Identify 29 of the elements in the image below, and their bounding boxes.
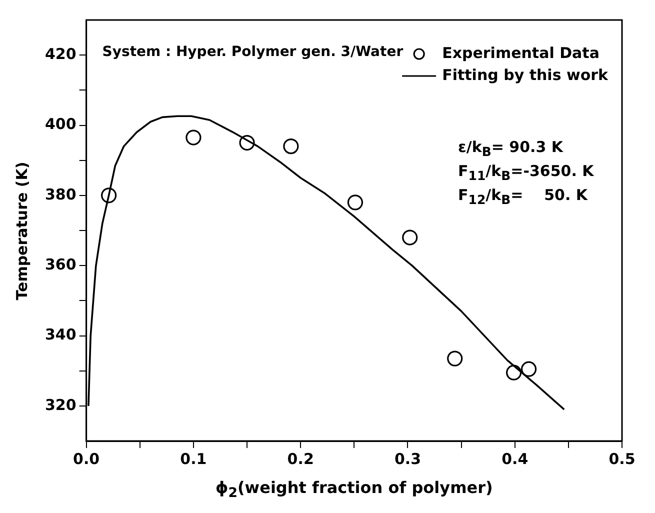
y-tick-label: 380 bbox=[45, 185, 76, 204]
x-tick-label: 0.0 bbox=[73, 450, 100, 468]
annotation: ε/k$_{B}$= 90.3 K bbox=[458, 138, 564, 159]
point bbox=[186, 130, 202, 146]
y-tick-label: 340 bbox=[45, 326, 76, 344]
y-tick-label: 400 bbox=[45, 115, 76, 134]
point bbox=[347, 194, 364, 210]
x-tick-label: 0.4 bbox=[502, 450, 528, 468]
legend-label: Experimental Data bbox=[442, 44, 600, 62]
x-tick-label: 0.2 bbox=[287, 450, 314, 468]
annotation: F$_{11}$/k$_{B}$=-3650. K bbox=[458, 162, 595, 183]
point bbox=[520, 361, 537, 377]
y-tick-label: 360 bbox=[45, 255, 76, 274]
x-axis-title: ϕ$_{2}$(weight fraction of polymer) bbox=[215, 478, 493, 502]
x-tick-label: 0.3 bbox=[394, 450, 422, 468]
annotation: F$_{12}$/k$_{B}$= 50. K bbox=[458, 186, 589, 207]
annotation: System : Hyper. Polymer gen. 3/Water bbox=[102, 44, 404, 60]
point bbox=[239, 134, 255, 151]
point bbox=[283, 138, 299, 154]
x-tick-label: 0.5 bbox=[608, 450, 636, 468]
y-axis-title: Temperature (K) bbox=[13, 161, 31, 300]
y-tick-label: 320 bbox=[45, 396, 76, 414]
point bbox=[402, 230, 418, 246]
legend-label: Fitting by this work bbox=[442, 66, 610, 84]
point bbox=[101, 188, 117, 204]
y-tick-label: 420 bbox=[45, 44, 76, 63]
point bbox=[447, 350, 463, 366]
point bbox=[506, 364, 522, 380]
x-tick-label: 0.1 bbox=[180, 450, 207, 468]
